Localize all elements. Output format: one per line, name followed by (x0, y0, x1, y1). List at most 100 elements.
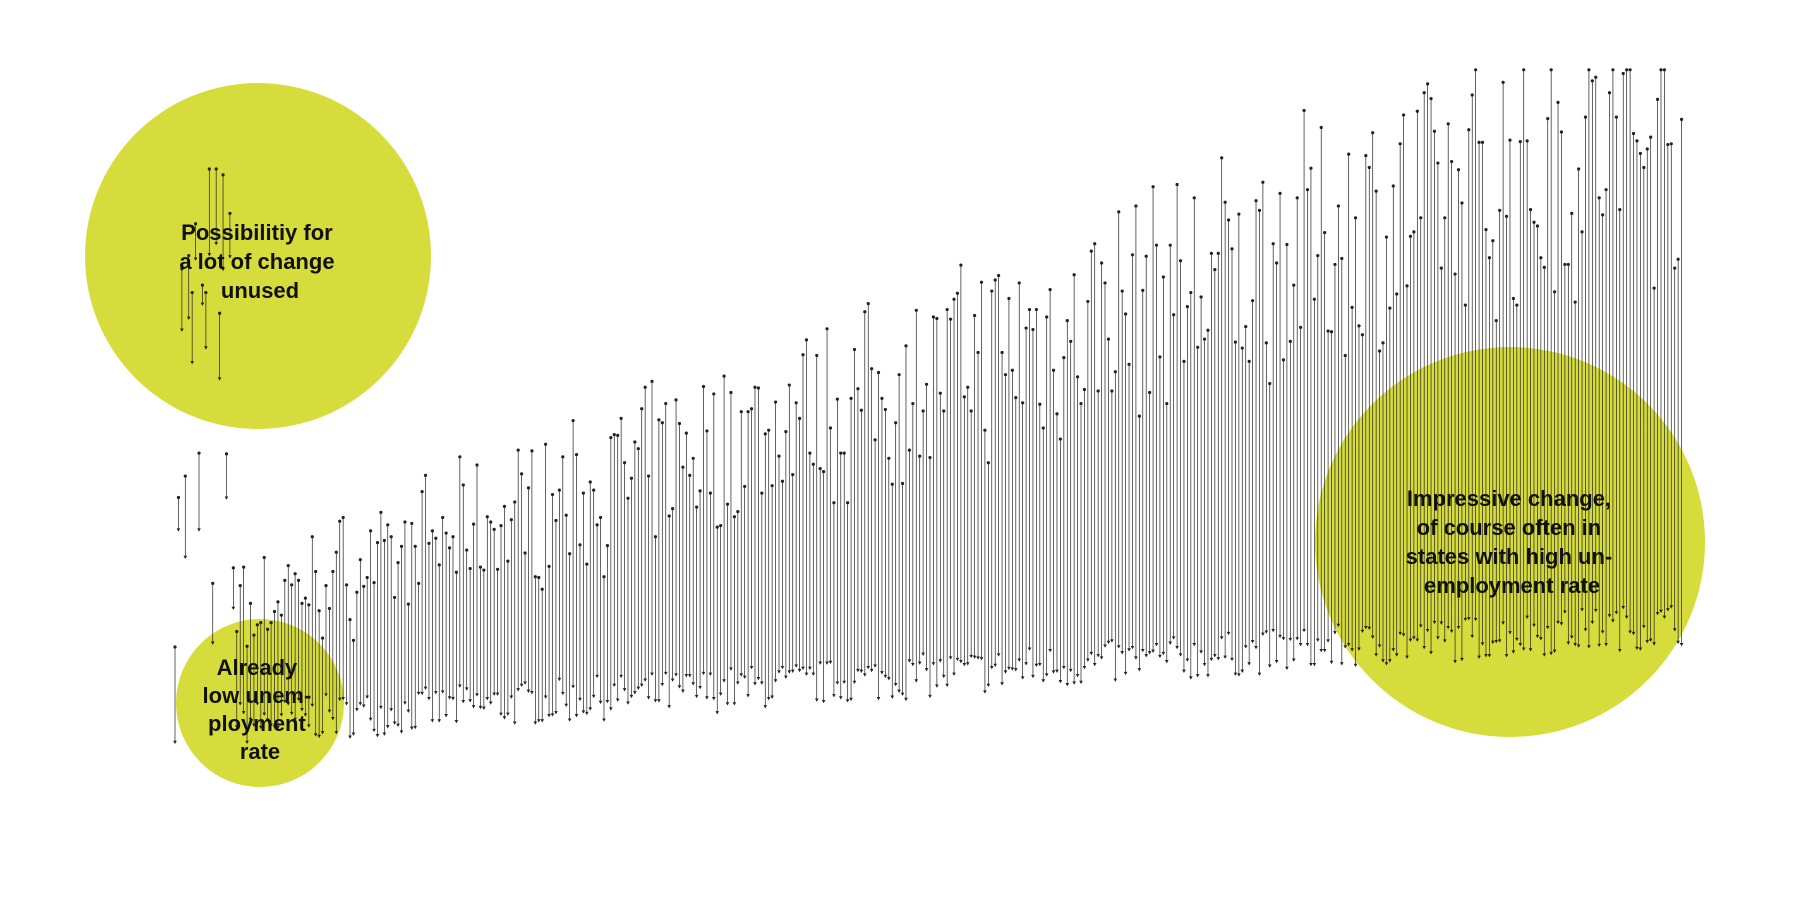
end-point (382, 732, 387, 736)
start-point (1305, 188, 1310, 192)
end-point (1302, 628, 1306, 633)
start-point (1299, 325, 1303, 329)
end-point (1233, 672, 1238, 676)
end-point (1597, 643, 1602, 648)
end-point (1226, 631, 1231, 636)
start-point (1374, 189, 1378, 193)
start-point (228, 211, 232, 215)
start-point (430, 529, 434, 533)
end-point (698, 685, 702, 690)
end-point (1164, 660, 1169, 664)
end-point (972, 655, 977, 659)
start-point (1127, 362, 1131, 366)
end-point (729, 667, 733, 671)
start-point (1494, 319, 1498, 323)
start-point (523, 551, 527, 555)
end-point (519, 683, 524, 688)
end-point (348, 735, 352, 739)
start-point (1007, 296, 1011, 301)
end-point (1501, 621, 1505, 625)
start-point (1192, 196, 1196, 200)
start-point (1638, 151, 1642, 156)
end-point (605, 700, 610, 704)
end-point (1425, 628, 1430, 633)
end-point (1123, 671, 1128, 676)
end-point (1072, 681, 1076, 685)
end-point (279, 713, 284, 717)
end-point (300, 708, 304, 712)
end-point (876, 697, 881, 701)
start-point (622, 461, 627, 465)
end-point (1628, 630, 1632, 634)
start-point (1491, 239, 1495, 243)
start-point (842, 451, 846, 455)
end-point (530, 691, 534, 695)
end-point (979, 657, 984, 661)
start-point (1003, 373, 1008, 377)
end-point (1583, 628, 1588, 632)
end-point (427, 697, 431, 701)
end-point (1573, 643, 1577, 647)
start-point (797, 416, 802, 420)
start-point (183, 474, 187, 478)
start-point (938, 391, 942, 395)
end-point (722, 679, 726, 683)
start-point (1528, 208, 1533, 212)
end-point (705, 696, 709, 700)
start-point (1333, 262, 1337, 267)
start-point (1525, 139, 1529, 143)
end-point (1446, 626, 1451, 630)
end-point (794, 664, 798, 668)
end-point (1051, 670, 1056, 674)
end-point (808, 666, 812, 670)
end-point (245, 740, 249, 744)
start-point (1185, 305, 1189, 309)
end-point (1034, 663, 1039, 668)
start-point (900, 481, 905, 486)
start-point (200, 283, 205, 287)
end-point (221, 267, 225, 272)
end-point (1504, 654, 1509, 658)
end-point (1645, 640, 1650, 644)
start-point (341, 515, 345, 520)
start-point (550, 492, 555, 497)
start-point (1347, 152, 1351, 156)
start-point (1010, 368, 1014, 372)
start-point (1237, 212, 1241, 216)
end-point (924, 668, 929, 672)
end-point (1020, 676, 1025, 680)
start-point (684, 431, 688, 435)
start-point (296, 578, 301, 583)
start-point (355, 590, 359, 594)
end-point (1048, 648, 1052, 653)
start-point (1271, 242, 1275, 246)
end-point (186, 316, 191, 320)
end-point (1511, 650, 1516, 654)
end-point (409, 726, 414, 730)
end-point (1360, 629, 1365, 633)
start-point (849, 396, 853, 400)
end-point (725, 702, 730, 706)
end-point (760, 681, 764, 685)
start-point (1278, 191, 1282, 195)
start-point (1275, 261, 1279, 265)
end-point (1178, 653, 1183, 657)
start-point (705, 429, 709, 433)
end-point (1285, 666, 1289, 670)
end-point (790, 669, 795, 673)
start-point (1367, 165, 1371, 170)
start-point (1532, 220, 1536, 224)
bubble-unused-change-text: Possibilitiy for a lot of change unused (179, 220, 340, 303)
start-point (1498, 208, 1502, 212)
start-point (1470, 93, 1474, 97)
end-point (1477, 655, 1481, 659)
end-point (859, 669, 864, 673)
end-point (234, 725, 239, 729)
start-point (1649, 135, 1653, 139)
end-point (921, 652, 925, 656)
start-point (1652, 286, 1656, 290)
end-point (1309, 663, 1313, 667)
end-point (763, 705, 768, 709)
start-point (1312, 297, 1316, 301)
start-point (1134, 204, 1138, 208)
